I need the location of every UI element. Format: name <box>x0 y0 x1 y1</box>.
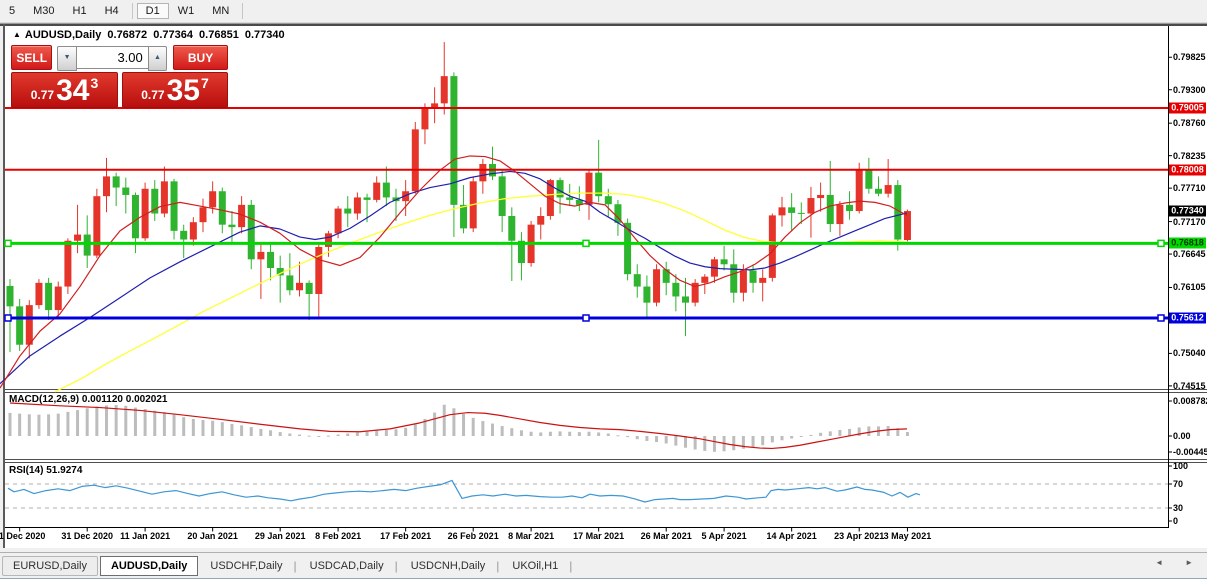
rsi-axis-label: 100 <box>1173 461 1189 471</box>
tab-scroll-left-icon[interactable]: ◄ <box>1155 558 1164 567</box>
toolbar-separator <box>131 3 133 19</box>
sell-price-main: 34 <box>56 74 90 107</box>
price-axis-label: 0.78235 <box>1173 150 1206 161</box>
toolbar-separator <box>242 3 244 19</box>
price-level-badge: 0.76818 <box>1169 237 1206 249</box>
tab-separator: | <box>293 558 297 573</box>
tab-separator: | <box>496 558 500 573</box>
macd-value: 0.001120 <box>81 394 123 405</box>
chart-tab-usdchf[interactable]: USDCHF,Daily <box>210 559 283 572</box>
macd-signal-value: 0.002021 <box>125 394 168 405</box>
rsi-indicator-label: RSI(14) 51.9274 <box>9 465 82 476</box>
macd-indicator-label: MACD(12,26,9) 0.001120 0.002021 <box>9 394 167 405</box>
price-level-badge: 0.78008 <box>1169 164 1206 176</box>
price-axis-label: 0.76645 <box>1173 249 1206 260</box>
status-strip <box>0 548 1207 552</box>
tab-scroll-right-icon[interactable]: ► <box>1185 558 1193 567</box>
price-level-badge: 0.75612 <box>1169 312 1206 324</box>
macd-axis-label: 0.008782 <box>1173 396 1207 406</box>
tab-scroll-arrows: ◄ ► <box>1155 558 1193 568</box>
chart-tab-eurusd[interactable]: EURUSD,Daily <box>2 555 98 576</box>
price-axis-label: 0.79825 <box>1173 52 1206 63</box>
sell-price-panel[interactable]: 0.77 34 3 <box>11 72 118 108</box>
buy-price-prefix: 0.77 <box>141 88 165 102</box>
date-axis-label: 23 Apr 2021 <box>834 531 885 541</box>
sell-button[interactable]: SELL <box>11 45 53 70</box>
ohlc-high: 0.77364 <box>153 29 193 41</box>
timeframe-button-h4[interactable]: H4 <box>104 5 119 17</box>
price-axis-label: 0.76105 <box>1173 282 1206 293</box>
price-axis-label: 0.77170 <box>1173 216 1206 227</box>
price-axis-label: 0.77710 <box>1173 183 1206 194</box>
timeframe-toolbar: 5 M30 H1 H4 D1 W1 MN <box>0 0 1207 23</box>
date-axis-label: 31 Dec 2020 <box>61 531 113 541</box>
price-axis-label: 0.78760 <box>1173 118 1206 129</box>
ohlc-open: 0.76872 <box>107 29 148 41</box>
date-axis-label: 8 Feb 2021 <box>315 531 362 541</box>
tab-separator: | <box>394 558 398 573</box>
tab-separator: | <box>569 558 573 573</box>
price-axis-label: 0.79300 <box>1173 84 1206 95</box>
chart-tab-usdcnh[interactable]: USDCNH,Daily <box>410 559 486 572</box>
date-axis-label: 5 Apr 2021 <box>701 531 747 541</box>
timeframe-button-h1[interactable]: H1 <box>72 5 87 17</box>
buy-price-pip: 7 <box>200 75 209 91</box>
date-axis-label: 26 Mar 2021 <box>640 531 692 541</box>
date-axis-label: 21 Dec 2020 <box>0 531 46 541</box>
volume-input[interactable] <box>76 46 148 69</box>
chart-tab-audusd[interactable]: AUDUSD,Daily <box>99 555 199 576</box>
date-axis-label: 20 Jan 2021 <box>187 531 238 541</box>
timeframe-button-d1[interactable]: D1 <box>136 3 169 19</box>
rsi-axis-label: 30 <box>1173 503 1184 513</box>
buy-button[interactable]: BUY <box>173 45 228 70</box>
window-border <box>0 23 1207 24</box>
chart-symbol-title: ▲ AUDUSD,Daily 0.76872 0.77364 0.76851 0.… <box>13 29 288 41</box>
date-axis-label: 17 Feb 2021 <box>380 531 432 541</box>
one-click-trade-widget: SELL ▼ ▲ BUY 0.77 34 3 0.77 35 7 <box>11 45 228 108</box>
buy-price-panel[interactable]: 0.77 35 7 <box>122 72 228 108</box>
date-axis-label: 11 Jan 2021 <box>120 531 171 541</box>
current-price-badge: 0.77340 <box>1169 205 1206 217</box>
timeframe-button-mn[interactable]: MN <box>212 5 230 17</box>
window-border <box>0 24 1207 26</box>
sell-price-pip: 3 <box>90 75 99 91</box>
price-level-badge: 0.79005 <box>1169 102 1206 114</box>
rsi-value: 51.9274 <box>46 465 83 476</box>
date-axis-label: 17 Mar 2021 <box>573 531 625 541</box>
price-axis-label: 0.74515 <box>1173 380 1206 391</box>
date-axis-label: 8 Mar 2021 <box>508 531 555 541</box>
macd-name: MACD(12,26,9) <box>9 394 80 405</box>
ohlc-close: 0.77340 <box>244 29 285 41</box>
ohlc-low: 0.76851 <box>199 29 239 41</box>
chevron-up-icon: ▲ <box>153 54 161 61</box>
timeframe-button-w1[interactable]: W1 <box>177 5 195 17</box>
symbol-name: AUDUSD,Daily <box>24 29 102 41</box>
volume-increase-button[interactable]: ▲ <box>147 46 168 71</box>
window-border <box>0 577 1207 579</box>
date-axis-label: 14 Apr 2021 <box>766 531 817 541</box>
date-axis-label: 29 Jan 2021 <box>254 531 306 541</box>
chart-tab-ukoil[interactable]: UKOil,H1 <box>512 559 559 572</box>
date-axis-label: 26 Feb 2021 <box>447 531 499 541</box>
rsi-name: RSI(14) <box>9 465 44 476</box>
rsi-axis-label: 0 <box>1173 516 1179 526</box>
volume-decrease-button[interactable]: ▼ <box>57 46 77 71</box>
price-axis-label: 0.75040 <box>1173 348 1206 359</box>
timeframe-button-m30[interactable]: M30 <box>33 5 55 17</box>
chevron-down-icon: ▼ <box>63 54 71 61</box>
macd-axis-label: -0.00445 <box>1173 447 1207 457</box>
rsi-axis-label: 70 <box>1173 479 1184 489</box>
sell-price-prefix: 0.77 <box>30 88 55 102</box>
date-axis-label: 3 May 2021 <box>883 531 932 541</box>
buy-price-main: 35 <box>166 74 200 107</box>
macd-axis-label: 0.00 <box>1173 431 1191 441</box>
collapse-triangle-icon[interactable]: ▲ <box>13 30 21 39</box>
chart-tab-usdcad[interactable]: USDCAD,Daily <box>309 559 384 572</box>
chart-tab-bar: EURUSD,Daily AUDUSD,Daily USDCHF,Daily | USD… <box>0 552 1207 578</box>
timeframe-button-5[interactable]: 5 <box>9 5 16 17</box>
